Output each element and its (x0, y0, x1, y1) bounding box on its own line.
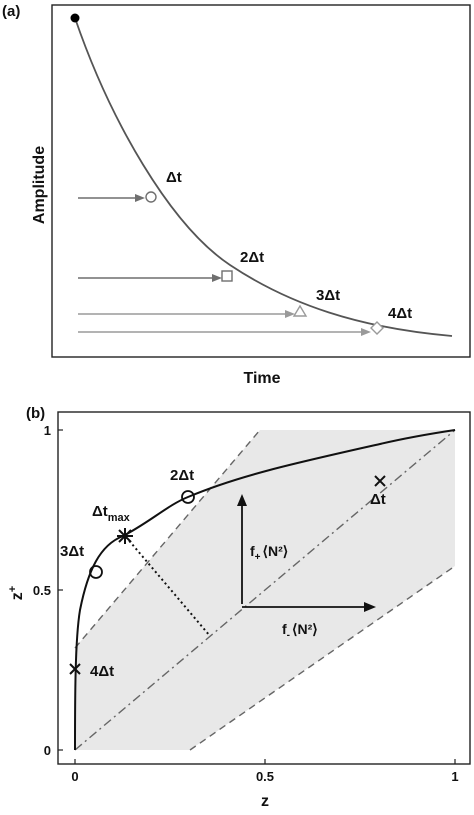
marker-square (221, 270, 233, 282)
svg-text:z+: z+ (7, 586, 26, 600)
sample-arrow-3 (78, 310, 295, 318)
marker-label-3dt: 3Δt (60, 543, 84, 560)
f-minus-label: f- ⟨N²⟩ (282, 621, 318, 641)
start-dot (70, 13, 80, 23)
marker-label-2: 2Δt (240, 249, 264, 266)
panel-b-label: (b) (26, 405, 45, 422)
marker-star-dtmax (117, 528, 133, 544)
y-tick-2: 1 (44, 423, 51, 438)
panel-a-label: (a) (2, 3, 20, 20)
x-tick-1: 0.5 (256, 769, 274, 784)
sample-arrow-1 (78, 194, 145, 202)
y-tick-1: 0.5 (33, 583, 51, 598)
marker-label-4dt: 4Δt (90, 663, 114, 680)
f-plus-label: f+ ⟨N²⟩ (250, 543, 288, 563)
z-plus-curve (74, 429, 456, 751)
marker-label-dtmax: Δtmax (92, 503, 131, 524)
f-plus-arrow (237, 494, 247, 604)
panel-a-frame (51, 4, 471, 358)
panel-b-xlabel: z (261, 793, 269, 810)
panel-a-xlabel: Time (243, 370, 280, 387)
f-minus-arrow (242, 602, 376, 612)
tick-marks (58, 429, 456, 764)
marker-cross-4dt (69, 663, 81, 675)
sample-arrow-2 (78, 274, 222, 282)
marker-label-4: 4Δt (388, 305, 412, 322)
x-tick-0: 0 (71, 769, 78, 784)
y-tick-0: 0 (44, 743, 51, 758)
decay-curve (74, 17, 453, 337)
marker-cross-dt (374, 475, 386, 487)
marker-label-3: 3Δt (316, 287, 340, 304)
diagonal-line (74, 429, 456, 751)
panel-b-ylabel: z+ (7, 586, 26, 600)
marker-circle-2dt (181, 490, 195, 504)
lower-dashed-line (189, 565, 456, 751)
marker-circle (145, 191, 157, 203)
panel-a-ylabel: Amplitude (31, 146, 48, 224)
marker-label-1: Δt (166, 169, 182, 186)
marker-triangle (292, 304, 308, 317)
marker-diamond (370, 321, 384, 335)
marker-label-dt: Δt (370, 491, 386, 508)
x-tick-2: 1 (451, 769, 458, 784)
dotted-connector (125, 536, 211, 637)
marker-circle-3dt (89, 565, 103, 579)
panel-b-frame (57, 411, 471, 765)
sample-arrow-4 (78, 328, 371, 336)
marker-label-2dt: 2Δt (170, 467, 194, 484)
